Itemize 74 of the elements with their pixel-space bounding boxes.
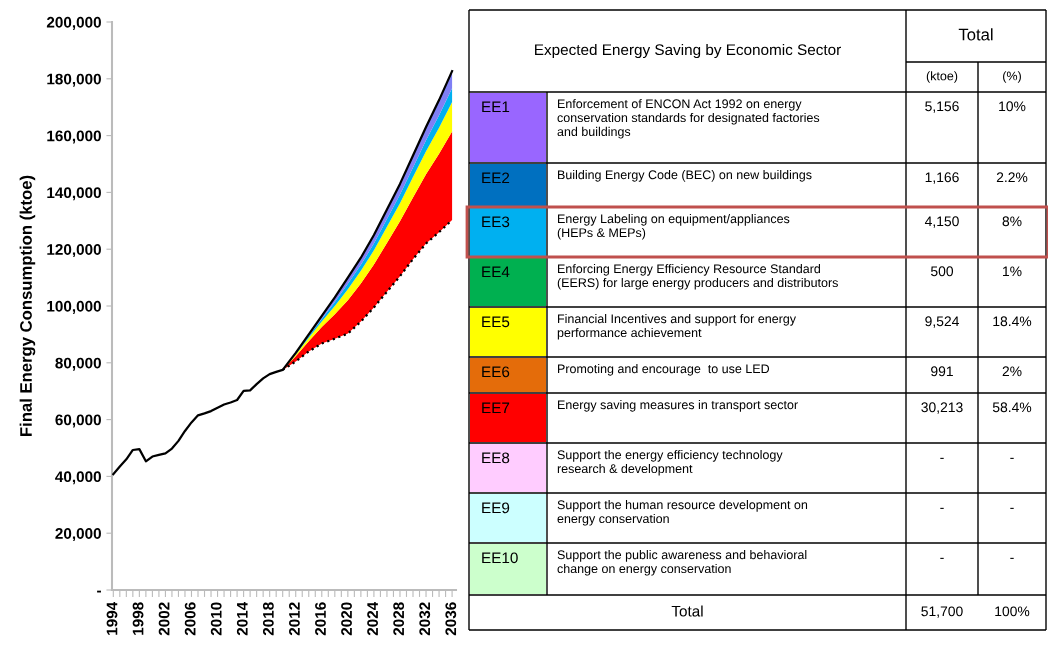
y-tick-label: 40,000 [55, 471, 101, 485]
data-label: 500 [930, 266, 954, 277]
category-label: EE6 [482, 366, 510, 378]
category-label: EE1 [482, 101, 510, 113]
text: Total [671, 605, 703, 617]
y-tick-label: 80,000 [55, 357, 101, 371]
text: Energy saving measures in transport sector [558, 400, 798, 412]
category-label: EE9 [482, 502, 510, 514]
x-tick-label: 2036 [445, 602, 457, 636]
x-tick-label: 2002 [158, 602, 170, 636]
data-label: 1,166 [925, 172, 959, 184]
x-tick-label: 2006 [184, 602, 196, 636]
data-label: 9,524 [925, 316, 959, 328]
y-tick-label: - [97, 590, 101, 593]
y-axis-title: Final Energy Consumption (ktoe) [19, 175, 36, 436]
data-label: - [940, 507, 944, 509]
text: Promoting and encourage to use LED [558, 364, 770, 376]
text: (ktoe) [926, 71, 958, 83]
category-label: EE8 [482, 452, 510, 464]
y-tick-label: 120,000 [47, 244, 101, 258]
x-tick-label: 1998 [132, 602, 144, 635]
y-tick-label: 20,000 [55, 528, 101, 542]
x-tick-label: 1994 [106, 601, 118, 635]
x-tick-label: 2032 [419, 602, 431, 636]
line-series [112, 70, 454, 476]
category-label: EE5 [482, 316, 510, 328]
data-label: 58.4% [992, 402, 1032, 413]
text: Support the public awareness and behavioral change on energy conservation [557, 550, 807, 576]
data-label: - [1010, 507, 1014, 509]
category-label: EE3 [482, 216, 510, 228]
data-label: 2.2% [996, 172, 1028, 183]
x-tick-label: 2018 [262, 602, 274, 636]
y-tick-label: 60,000 [55, 414, 101, 428]
y-tick-label: 180,000 [47, 73, 101, 87]
text: Support the human resource development on energy conservation [557, 500, 808, 526]
y-tick-label: 160,000 [47, 130, 101, 144]
text: 100% [995, 606, 1030, 617]
data-label: 30,213 [921, 402, 963, 414]
data-label: 18.4% [993, 316, 1032, 327]
text: Support the energy efficiency technology research & development [557, 450, 783, 476]
text: Enforcement of ENCON Act 1992 on energy conservation standards for designated factories and buildings [557, 99, 820, 139]
data-label: - [1010, 557, 1014, 559]
x-tick-label: 2010 [210, 602, 222, 636]
x-tick-label: 2028 [393, 602, 405, 636]
data-label: 8% [1002, 216, 1022, 227]
y-tick-label: 200,000 [46, 16, 101, 30]
category-label: EE7 [482, 402, 510, 414]
text: Enforcing Energy Efficiency Resource Standard (EERS) for large energy producers and distributors [557, 264, 838, 290]
text: (%) [1003, 71, 1021, 83]
x-tick-label: 2024 [367, 601, 379, 636]
data-label: 2% [1002, 366, 1022, 377]
x-tick-label: 2014 [236, 601, 248, 636]
legend-title: Total [958, 28, 993, 41]
data-label: 4,150 [924, 216, 959, 228]
category-label: EE10 [482, 552, 518, 564]
data-label: - [940, 557, 944, 559]
category-label: EE2 [482, 172, 510, 184]
text: Energy Labeling on equipment/appliances (HEPs & MEPs) [557, 214, 790, 240]
text: 51,700 [921, 606, 963, 618]
x-tick-label: 2020 [341, 602, 352, 636]
data-label: 5,156 [925, 101, 959, 113]
data-label: 1% [1003, 266, 1022, 277]
data-label: 991 [931, 366, 953, 377]
text: Building Energy Code (BEC) on new buildings [558, 170, 812, 182]
category-label: EE4 [482, 266, 510, 278]
data-label: - [940, 457, 944, 459]
y-tick-label: 100,000 [47, 300, 101, 314]
data-label: - [1010, 457, 1014, 459]
x-tick-label: 2016 [315, 602, 326, 636]
x-tick-label: 2012 [289, 602, 300, 636]
text: Expected Energy Saving by Economic Sector [535, 43, 841, 59]
y-tick-label: 140,000 [47, 187, 101, 201]
text: Financial Incentives and support for energy performance achievement [557, 314, 796, 340]
data-label: 10% [999, 101, 1026, 112]
